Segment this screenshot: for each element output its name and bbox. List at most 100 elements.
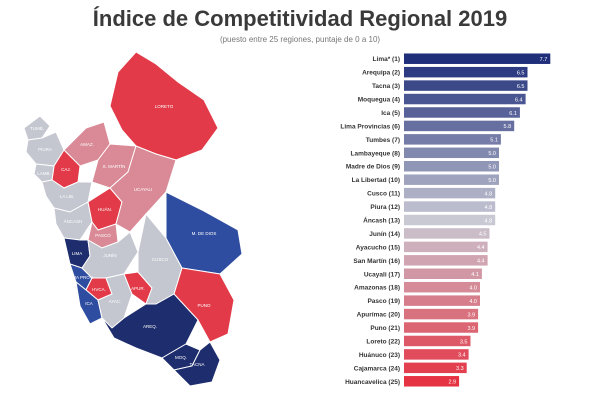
map-label-tumbes: TUMB.	[30, 126, 44, 131]
map-label-puno: PUNO	[197, 303, 211, 308]
bar	[404, 376, 460, 387]
map-label-ayacucho: AYAC.	[109, 299, 122, 304]
bar-value-label: 3.3	[456, 366, 464, 372]
bar	[404, 80, 528, 91]
category-label: Huancavelica (25)	[345, 379, 400, 386]
bar-value-label: 2.9	[448, 380, 456, 386]
category-label: Cusco (11)	[367, 191, 400, 198]
map-label-huanuco: HUÁN.	[98, 206, 112, 212]
map-label-la-libertad: LA LIB.	[60, 194, 75, 199]
bar-value-label: 4.8	[485, 218, 493, 224]
map-label-huancavelica: HVCA.	[92, 287, 106, 292]
map-label-lima-provincias: LIMA PROV.	[68, 275, 93, 280]
ranking-chart-svg: Lima* (1) 7.7 Arequipa (2) 6.5 Tacna (3) 6.5 M…	[340, 53, 551, 387]
category-label: Ica (5)	[381, 110, 400, 117]
bar-value-label: 6.4	[515, 97, 523, 103]
bar	[404, 241, 488, 253]
map-label-cusco: CUSCO	[152, 257, 169, 262]
bar	[404, 322, 479, 333]
category-label: Arequipa (2)	[362, 70, 400, 77]
bar	[404, 268, 482, 280]
map-label-ucayali: UCAYALI	[134, 187, 153, 192]
bar	[404, 93, 526, 105]
category-label: Cajamarca (24)	[354, 365, 400, 372]
map-label-junin: JUNÍN	[103, 252, 116, 258]
bar-value-label: 7.7	[540, 57, 548, 63]
bar	[404, 107, 520, 118]
bar	[404, 349, 469, 360]
bar-value-label: 5.0	[488, 165, 496, 171]
category-label: Tumbes (7)	[366, 137, 400, 144]
peru-region-map: LORETO TUMB. PIURA AMAZ. CAJ. LAMB. S. MARTÍN L…	[6, 42, 306, 396]
category-label: Lima* (1)	[373, 56, 400, 63]
map-region-tacna	[173, 341, 221, 387]
bar-value-label: 3.5	[460, 339, 468, 345]
bar	[404, 308, 479, 320]
ranking-bar-chart: Lima* (1) 7.7 Arequipa (2) 6.5 Tacna (3) 6.5 M…	[300, 52, 600, 388]
bar-value-label: 4.4	[477, 259, 485, 265]
category-label: Ucayali (17)	[364, 271, 400, 278]
bar	[404, 147, 499, 159]
bar-value-label: 3.4	[458, 353, 466, 359]
bar-value-label: 5.1	[490, 138, 498, 144]
category-label: Áncash (13)	[363, 216, 400, 225]
bar	[404, 120, 515, 132]
map-label-amazonas: AMAZ.	[80, 142, 94, 147]
bar	[404, 281, 480, 293]
map-label-piura: PIURA	[38, 147, 52, 152]
bar	[404, 160, 499, 172]
map-label-ancash: ÁNCASH	[64, 218, 83, 224]
page-subtitle: (puesto entre 25 regiones, puntaje de 0 …	[219, 35, 381, 44]
bar-value-label: 4.8	[485, 205, 493, 211]
bar	[404, 214, 496, 226]
map-region-ancash	[53, 201, 93, 241]
page-title: Índice de Competitividad Regional 2019	[92, 6, 508, 31]
map-region-madre-de-dios	[165, 191, 243, 275]
bar-value-label: 6.1	[509, 111, 517, 117]
bar-value-label: 6.5	[517, 70, 525, 76]
map-label-ica: ICA	[85, 301, 93, 306]
category-label: Piura (12)	[370, 204, 400, 211]
bar-value-label: 4.8	[485, 191, 493, 197]
category-label: Junín (14)	[369, 231, 400, 238]
bar-value-label: 4.1	[471, 272, 479, 278]
category-label: San Martín (16)	[353, 258, 400, 265]
bar	[404, 201, 496, 212]
bar	[404, 295, 480, 306]
map-label-san-martin: S. MARTÍN	[103, 163, 126, 169]
category-label: Madre de Dios (9)	[346, 164, 400, 171]
bar	[404, 362, 467, 374]
bar	[404, 335, 471, 347]
category-label: Lambayeque (8)	[351, 150, 401, 157]
map-region-la-libertad	[41, 179, 93, 213]
bar-value-label: 4.0	[469, 286, 477, 292]
map-label-loreto: LORETO	[155, 104, 174, 109]
map-label-lima: LIMA	[72, 251, 83, 256]
bar-value-label: 5.0	[488, 151, 496, 157]
map-label-cajamarca: CAJ.	[61, 167, 71, 172]
bar-value-label: 3.9	[467, 326, 475, 332]
category-label: Ayacucho (15)	[356, 244, 400, 251]
bar-value-label: 6.5	[517, 84, 525, 90]
category-label: Loreto (22)	[366, 338, 400, 345]
map-label-moquegua: MOQ.	[175, 355, 187, 360]
category-label: Puno (21)	[370, 325, 400, 332]
bar	[404, 255, 488, 266]
bar-value-label: 5.8	[504, 124, 512, 130]
map-region-arequipa	[101, 293, 199, 359]
map-region-loreto	[109, 51, 219, 161]
category-label: Tacna (3)	[372, 83, 400, 90]
category-label: Apurímac (20)	[357, 312, 400, 319]
map-label-apurimac: APUR.	[131, 286, 145, 291]
bar-value-label: 5.0	[488, 178, 496, 184]
bar-value-label: 4.5	[479, 232, 487, 238]
map-label-arequipa: AREQ.	[143, 324, 157, 329]
category-label: Moquegua (4)	[358, 97, 400, 104]
category-label: La Libertad (10)	[352, 177, 400, 184]
category-label: Amazonas (18)	[354, 285, 400, 292]
bar	[404, 66, 528, 78]
bar	[404, 187, 496, 199]
category-label: Huánuco (23)	[359, 352, 400, 359]
category-label: Lima Provincias (6)	[340, 123, 400, 130]
bar	[404, 53, 551, 64]
